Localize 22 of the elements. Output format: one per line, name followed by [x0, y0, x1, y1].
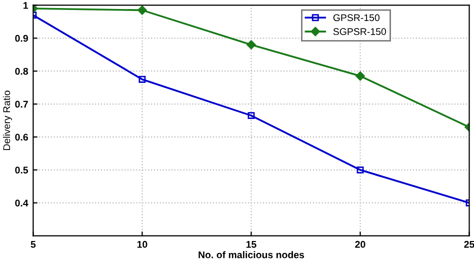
y-tick-label: 0.9	[15, 34, 28, 42]
y-tick-label: 0.5	[15, 166, 28, 174]
y-axis-title: Delivery Ratio	[2, 90, 12, 150]
point	[356, 71, 365, 81]
x-tick-label: 10	[137, 240, 148, 248]
point	[138, 76, 146, 83]
point	[356, 166, 364, 174]
y-tick-label: 0.4	[15, 200, 28, 206]
x-tick-label: 5	[30, 241, 36, 248]
point	[138, 6, 147, 15]
x-tick-label: 25	[464, 240, 474, 248]
y-tick-label: 0.7	[15, 100, 28, 108]
x-axis-title: No. of malicious nodes	[198, 251, 304, 258]
x-tick-label: 15	[246, 241, 256, 248]
legend-label: GPSR-150	[333, 14, 380, 22]
x-tick-label: 20	[355, 240, 366, 248]
point	[248, 112, 255, 120]
y-tick-label: 0.6	[15, 134, 28, 141]
legend-label: SGPSR-150	[333, 28, 386, 36]
point	[246, 40, 256, 50]
y-tick-label: 1	[24, 2, 28, 9]
y-tick-label: 0.8	[15, 68, 28, 75]
